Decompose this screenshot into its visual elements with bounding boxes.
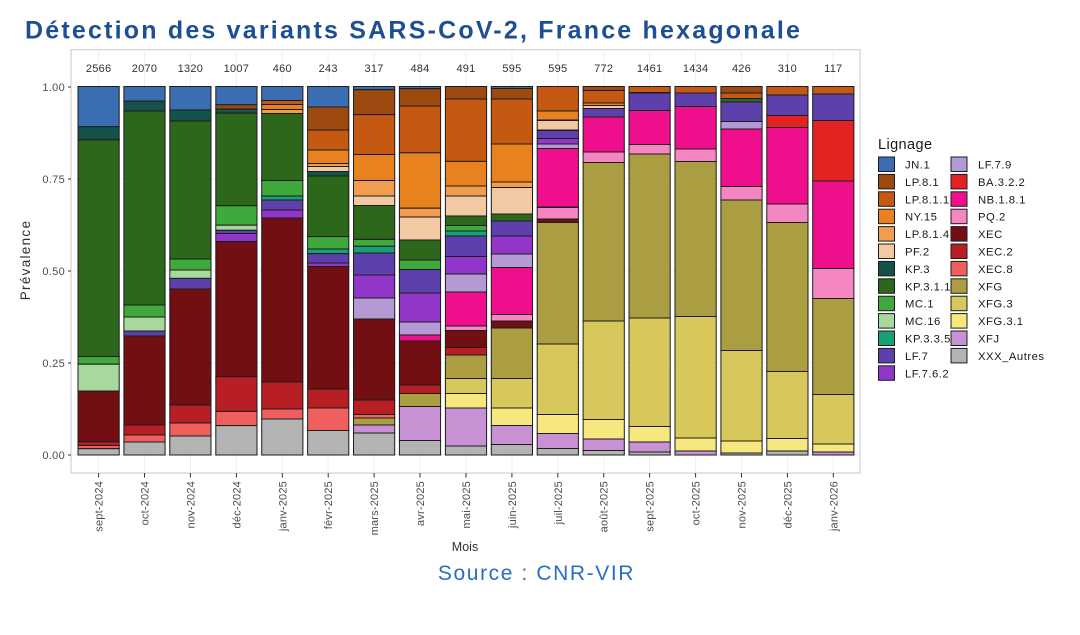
svg-text:LP.8.1.1: LP.8.1.1 [905, 194, 950, 206]
svg-text:XFG.3.1: XFG.3.1 [978, 316, 1024, 328]
svg-text:XFG.3: XFG.3 [978, 299, 1013, 311]
svg-text:PQ.2: PQ.2 [978, 212, 1006, 224]
svg-text:janv-2026: janv-2026 [828, 481, 840, 532]
svg-text:avr-2025: avr-2025 [415, 481, 427, 526]
svg-text:XFJ: XFJ [978, 334, 1000, 346]
svg-text:317: 317 [365, 63, 384, 75]
svg-text:nov-2025: nov-2025 [737, 481, 749, 528]
svg-text:KP.3.3.5: KP.3.3.5 [905, 334, 951, 346]
svg-text:XFG: XFG [978, 281, 1003, 293]
svg-text:déc-2024: déc-2024 [231, 481, 243, 528]
svg-text:Mois: Mois [452, 540, 478, 554]
svg-text:oct-2024: oct-2024 [140, 481, 152, 525]
svg-text:déc-2025: déc-2025 [782, 481, 794, 528]
svg-text:Détection des variants SARS-Co: Détection des variants SARS-CoV-2, Franc… [25, 17, 802, 45]
svg-text:mars-2025: mars-2025 [369, 481, 381, 535]
svg-text:août-2025: août-2025 [599, 481, 611, 532]
svg-text:LP.8.1.4: LP.8.1.4 [905, 229, 950, 241]
svg-text:Lignage: Lignage [878, 137, 932, 153]
svg-text:BA.3.2.2: BA.3.2.2 [978, 177, 1025, 189]
svg-text:Source : CNR-VIR: Source : CNR-VIR [438, 562, 635, 585]
svg-text:XXX_Autres: XXX_Autres [978, 351, 1045, 363]
svg-text:XEC: XEC [978, 229, 1003, 241]
svg-text:0.25: 0.25 [42, 358, 65, 370]
svg-text:2566: 2566 [86, 63, 111, 75]
svg-text:0.00: 0.00 [42, 450, 65, 462]
svg-text:NY.15: NY.15 [905, 212, 937, 224]
svg-text:2070: 2070 [132, 63, 157, 75]
svg-text:491: 491 [456, 63, 475, 75]
svg-text:1007: 1007 [224, 63, 249, 75]
svg-text:0.50: 0.50 [42, 266, 65, 278]
svg-text:LF.7.6.2: LF.7.6.2 [905, 368, 949, 380]
svg-text:NB.1.8.1: NB.1.8.1 [978, 194, 1026, 206]
svg-text:1320: 1320 [178, 63, 203, 75]
svg-text:juil-2025: juil-2025 [553, 481, 565, 525]
svg-text:1434: 1434 [683, 63, 708, 75]
svg-text:772: 772 [594, 63, 613, 75]
svg-text:0.75: 0.75 [42, 174, 65, 186]
svg-text:nov-2024: nov-2024 [185, 481, 197, 528]
svg-text:484: 484 [410, 63, 429, 75]
svg-text:XEC.2: XEC.2 [978, 247, 1013, 259]
svg-text:1461: 1461 [637, 63, 662, 75]
svg-text:oct-2025: oct-2025 [691, 481, 703, 525]
svg-text:LF.7.9: LF.7.9 [978, 160, 1012, 172]
svg-text:JN.1: JN.1 [905, 160, 930, 172]
svg-text:KP.3: KP.3 [905, 264, 930, 276]
svg-text:XEC.8: XEC.8 [978, 264, 1013, 276]
svg-text:janv-2025: janv-2025 [277, 481, 289, 532]
svg-text:117: 117 [824, 63, 842, 75]
svg-text:MC.16: MC.16 [905, 316, 941, 328]
svg-text:sept-2024: sept-2024 [94, 481, 106, 532]
svg-text:PF.2: PF.2 [905, 247, 930, 259]
svg-text:1.00: 1.00 [42, 82, 65, 94]
svg-text:mai-2025: mai-2025 [461, 481, 473, 528]
svg-text:LP.8.1: LP.8.1 [905, 177, 939, 189]
svg-text:595: 595 [502, 63, 521, 75]
svg-text:sept-2025: sept-2025 [645, 481, 657, 532]
svg-text:MC.1: MC.1 [905, 299, 934, 311]
svg-text:426: 426 [732, 63, 751, 75]
svg-text:243: 243 [319, 63, 338, 75]
svg-text:juin-2025: juin-2025 [507, 481, 519, 529]
svg-text:KP.3.1.1: KP.3.1.1 [905, 281, 951, 293]
svg-text:LF.7: LF.7 [905, 351, 928, 363]
svg-text:févr-2025: févr-2025 [323, 481, 335, 529]
svg-text:310: 310 [778, 63, 797, 75]
svg-text:595: 595 [548, 63, 567, 75]
svg-text:Prévalence: Prévalence [18, 220, 33, 301]
svg-text:460: 460 [273, 63, 292, 75]
